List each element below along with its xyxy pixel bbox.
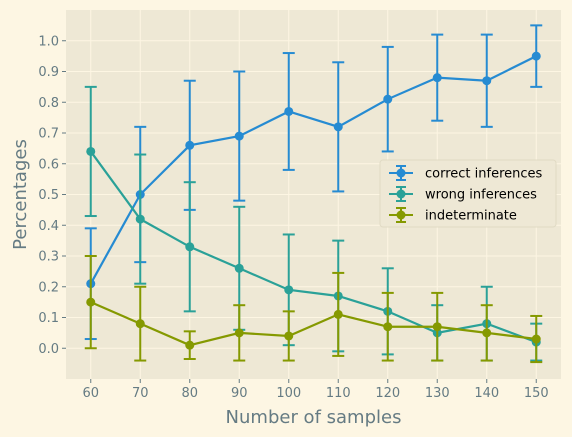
y-tick-label: 0.7 xyxy=(38,127,59,142)
data-point xyxy=(333,309,343,319)
y-tick-label: 0.5 xyxy=(38,188,59,203)
data-point xyxy=(531,51,541,61)
series-indeterminate xyxy=(84,255,543,364)
data-point xyxy=(432,322,442,332)
data-point xyxy=(284,285,294,295)
data-point xyxy=(135,214,145,224)
legend-marker xyxy=(396,189,406,199)
y-axis-label: Percentages xyxy=(10,139,31,250)
x-axis-ticks: 60 70 80 90 100 110 120 130 140 150 xyxy=(82,379,549,401)
legend-label: wrong inferences xyxy=(425,188,537,203)
legend: correct inferences wrong inferences indete… xyxy=(379,159,557,228)
y-tick-label: 0.1 xyxy=(38,311,59,326)
x-tick-label: 80 xyxy=(181,386,198,401)
x-tick-label: 130 xyxy=(425,386,450,401)
x-tick-label: 110 xyxy=(326,386,351,401)
y-tick-label: 0.8 xyxy=(38,96,59,111)
x-tick-label: 90 xyxy=(231,386,248,401)
data-point xyxy=(86,297,96,307)
legend-box xyxy=(379,159,557,228)
data-point xyxy=(234,263,244,273)
series-layer xyxy=(84,24,543,364)
data-point xyxy=(333,122,343,132)
data-point xyxy=(234,131,244,141)
y-tick-label: 0.4 xyxy=(38,219,59,234)
data-point xyxy=(432,73,442,83)
series-line xyxy=(89,150,537,344)
data-point xyxy=(482,76,492,86)
series-line xyxy=(90,301,537,347)
y-tick-label: 0.3 xyxy=(38,250,59,265)
y-tick-label: 1.0 xyxy=(38,34,59,49)
data-point xyxy=(383,322,393,332)
y-tick-label: 0.0 xyxy=(38,342,59,357)
x-tick-label: 70 xyxy=(132,386,149,401)
data-point xyxy=(482,328,492,338)
y-tick-label: 0.6 xyxy=(38,157,59,172)
legend-marker xyxy=(396,168,406,178)
legend-item: correct inferences xyxy=(389,165,543,182)
data-point xyxy=(135,319,145,329)
y-tick-label: 0.2 xyxy=(38,280,59,295)
x-tick-label: 150 xyxy=(524,386,549,401)
y-axis-ticks: 0.0 0.1 0.2 0.3 0.4 0.5 0.6 0.7 0.8 0.9 1.0 xyxy=(38,34,66,357)
legend-item: indeterminate xyxy=(389,207,517,224)
data-point xyxy=(185,340,195,350)
x-tick-label: 60 xyxy=(82,386,99,401)
data-point xyxy=(383,94,393,104)
x-tick-label: 120 xyxy=(375,386,400,401)
y-tick-label: 0.9 xyxy=(38,65,59,80)
data-point xyxy=(531,334,541,344)
data-point xyxy=(86,146,96,156)
data-point xyxy=(185,242,195,252)
legend-item: wrong inferences xyxy=(389,186,537,203)
data-point xyxy=(234,328,244,338)
x-axis-label: Number of samples xyxy=(226,407,402,428)
series-line xyxy=(89,55,537,285)
data-point xyxy=(284,106,294,116)
data-point xyxy=(185,140,195,150)
legend-label: indeterminate xyxy=(425,209,517,224)
data-point xyxy=(284,331,294,341)
x-tick-label: 140 xyxy=(474,386,499,401)
legend-label: correct inferences xyxy=(425,167,543,182)
legend-marker xyxy=(396,210,406,220)
x-tick-label: 100 xyxy=(276,386,301,401)
